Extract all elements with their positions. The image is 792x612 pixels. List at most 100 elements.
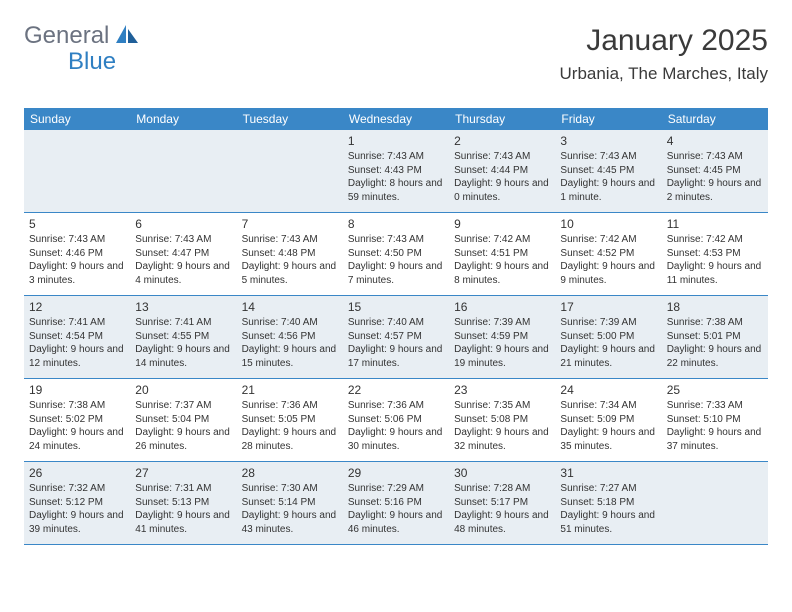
- sunset-text: Sunset: 5:12 PM: [29, 496, 125, 510]
- day-number: 20: [135, 382, 231, 398]
- sunset-text: Sunset: 4:44 PM: [454, 164, 550, 178]
- sunrise-text: Sunrise: 7:43 AM: [242, 233, 338, 247]
- sunset-text: Sunset: 5:08 PM: [454, 413, 550, 427]
- brand-logo: General Blue: [24, 22, 140, 50]
- calendar-cell: 19Sunrise: 7:38 AMSunset: 5:02 PMDayligh…: [24, 379, 130, 461]
- day-header: Thursday: [449, 108, 555, 130]
- brand-name-part2: Blue: [68, 48, 116, 75]
- daylight-text: Daylight: 9 hours and 41 minutes.: [135, 509, 231, 536]
- calendar-cell: 9Sunrise: 7:42 AMSunset: 4:51 PMDaylight…: [449, 213, 555, 295]
- sunset-text: Sunset: 4:48 PM: [242, 247, 338, 261]
- calendar-row: 12Sunrise: 7:41 AMSunset: 4:54 PMDayligh…: [24, 296, 768, 379]
- calendar-cell: 11Sunrise: 7:42 AMSunset: 4:53 PMDayligh…: [662, 213, 768, 295]
- sunrise-text: Sunrise: 7:29 AM: [348, 482, 444, 496]
- sunrise-text: Sunrise: 7:31 AM: [135, 482, 231, 496]
- day-number: 25: [667, 382, 763, 398]
- calendar-cell: [130, 130, 236, 212]
- calendar-cell: 15Sunrise: 7:40 AMSunset: 4:57 PMDayligh…: [343, 296, 449, 378]
- calendar-cell: 28Sunrise: 7:30 AMSunset: 5:14 PMDayligh…: [237, 462, 343, 544]
- calendar-cell: 13Sunrise: 7:41 AMSunset: 4:55 PMDayligh…: [130, 296, 236, 378]
- sunset-text: Sunset: 4:45 PM: [667, 164, 763, 178]
- daylight-text: Daylight: 9 hours and 12 minutes.: [29, 343, 125, 370]
- daylight-text: Daylight: 9 hours and 17 minutes.: [348, 343, 444, 370]
- sunrise-text: Sunrise: 7:43 AM: [667, 150, 763, 164]
- sunset-text: Sunset: 4:51 PM: [454, 247, 550, 261]
- day-header: Friday: [555, 108, 661, 130]
- calendar-cell: 18Sunrise: 7:38 AMSunset: 5:01 PMDayligh…: [662, 296, 768, 378]
- calendar-cell: 29Sunrise: 7:29 AMSunset: 5:16 PMDayligh…: [343, 462, 449, 544]
- daylight-text: Daylight: 9 hours and 4 minutes.: [135, 260, 231, 287]
- day-number: 6: [135, 216, 231, 232]
- day-number: 28: [242, 465, 338, 481]
- sunrise-text: Sunrise: 7:36 AM: [348, 399, 444, 413]
- daylight-text: Daylight: 9 hours and 46 minutes.: [348, 509, 444, 536]
- brand-name-part1: General: [24, 22, 109, 50]
- sunrise-text: Sunrise: 7:43 AM: [560, 150, 656, 164]
- calendar-cell: 8Sunrise: 7:43 AMSunset: 4:50 PMDaylight…: [343, 213, 449, 295]
- daylight-text: Daylight: 9 hours and 1 minute.: [560, 177, 656, 204]
- sunset-text: Sunset: 5:14 PM: [242, 496, 338, 510]
- sunset-text: Sunset: 4:57 PM: [348, 330, 444, 344]
- daylight-text: Daylight: 9 hours and 30 minutes.: [348, 426, 444, 453]
- day-number: 31: [560, 465, 656, 481]
- daylight-text: Daylight: 9 hours and 7 minutes.: [348, 260, 444, 287]
- daylight-text: Daylight: 9 hours and 32 minutes.: [454, 426, 550, 453]
- sunrise-text: Sunrise: 7:28 AM: [454, 482, 550, 496]
- day-number: 1: [348, 133, 444, 149]
- day-number: 4: [667, 133, 763, 149]
- calendar-cell: 22Sunrise: 7:36 AMSunset: 5:06 PMDayligh…: [343, 379, 449, 461]
- calendar-cell: 10Sunrise: 7:42 AMSunset: 4:52 PMDayligh…: [555, 213, 661, 295]
- sunrise-text: Sunrise: 7:43 AM: [135, 233, 231, 247]
- sunset-text: Sunset: 5:02 PM: [29, 413, 125, 427]
- day-number: 12: [29, 299, 125, 315]
- day-number: 23: [454, 382, 550, 398]
- calendar-cell: 31Sunrise: 7:27 AMSunset: 5:18 PMDayligh…: [555, 462, 661, 544]
- sunrise-text: Sunrise: 7:38 AM: [667, 316, 763, 330]
- calendar-cell: 21Sunrise: 7:36 AMSunset: 5:05 PMDayligh…: [237, 379, 343, 461]
- sunrise-text: Sunrise: 7:30 AM: [242, 482, 338, 496]
- day-number: 27: [135, 465, 231, 481]
- calendar-body: 1Sunrise: 7:43 AMSunset: 4:43 PMDaylight…: [24, 130, 768, 545]
- day-number: 29: [348, 465, 444, 481]
- sunrise-text: Sunrise: 7:41 AM: [29, 316, 125, 330]
- day-number: 9: [454, 216, 550, 232]
- day-number: 14: [242, 299, 338, 315]
- sail-icon: [114, 23, 140, 50]
- day-header: Sunday: [24, 108, 130, 130]
- sunset-text: Sunset: 5:01 PM: [667, 330, 763, 344]
- daylight-text: Daylight: 9 hours and 28 minutes.: [242, 426, 338, 453]
- day-number: 11: [667, 216, 763, 232]
- sunset-text: Sunset: 4:45 PM: [560, 164, 656, 178]
- day-header: Wednesday: [343, 108, 449, 130]
- day-header: Monday: [130, 108, 236, 130]
- calendar-cell: 17Sunrise: 7:39 AMSunset: 5:00 PMDayligh…: [555, 296, 661, 378]
- sunset-text: Sunset: 5:05 PM: [242, 413, 338, 427]
- calendar-cell: 27Sunrise: 7:31 AMSunset: 5:13 PMDayligh…: [130, 462, 236, 544]
- day-number: 2: [454, 133, 550, 149]
- daylight-text: Daylight: 9 hours and 37 minutes.: [667, 426, 763, 453]
- sunrise-text: Sunrise: 7:34 AM: [560, 399, 656, 413]
- daylight-text: Daylight: 9 hours and 11 minutes.: [667, 260, 763, 287]
- sunset-text: Sunset: 5:04 PM: [135, 413, 231, 427]
- daylight-text: Daylight: 9 hours and 35 minutes.: [560, 426, 656, 453]
- sunrise-text: Sunrise: 7:43 AM: [454, 150, 550, 164]
- day-number: 8: [348, 216, 444, 232]
- daylight-text: Daylight: 9 hours and 48 minutes.: [454, 509, 550, 536]
- daylight-text: Daylight: 9 hours and 39 minutes.: [29, 509, 125, 536]
- day-number: 21: [242, 382, 338, 398]
- day-header: Tuesday: [237, 108, 343, 130]
- daylight-text: Daylight: 9 hours and 0 minutes.: [454, 177, 550, 204]
- daylight-text: Daylight: 9 hours and 21 minutes.: [560, 343, 656, 370]
- sunrise-text: Sunrise: 7:43 AM: [29, 233, 125, 247]
- day-number: 26: [29, 465, 125, 481]
- sunrise-text: Sunrise: 7:40 AM: [242, 316, 338, 330]
- location-text: Urbania, The Marches, Italy: [560, 64, 769, 84]
- sunset-text: Sunset: 5:16 PM: [348, 496, 444, 510]
- sunset-text: Sunset: 4:52 PM: [560, 247, 656, 261]
- sunset-text: Sunset: 5:06 PM: [348, 413, 444, 427]
- daylight-text: Daylight: 8 hours and 59 minutes.: [348, 177, 444, 204]
- daylight-text: Daylight: 9 hours and 51 minutes.: [560, 509, 656, 536]
- day-number: 5: [29, 216, 125, 232]
- sunset-text: Sunset: 4:50 PM: [348, 247, 444, 261]
- calendar-cell: 26Sunrise: 7:32 AMSunset: 5:12 PMDayligh…: [24, 462, 130, 544]
